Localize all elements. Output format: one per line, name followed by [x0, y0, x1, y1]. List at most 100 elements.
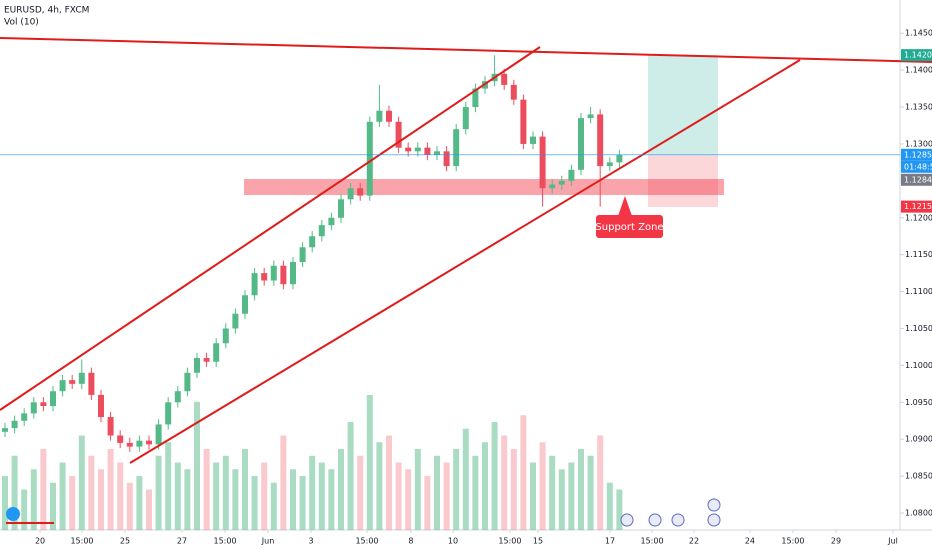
support-zone: [244, 179, 724, 195]
volume-bar: [366, 395, 373, 530]
candle-body: [424, 147, 431, 156]
logo-icon: [6, 507, 20, 521]
candle-body: [501, 73, 508, 85]
y-tick-label: 1.09500: [905, 398, 932, 407]
candle-body: [289, 262, 296, 285]
candle-body: [597, 114, 604, 167]
volume-bar: [299, 476, 306, 530]
y-tick-label: 1.10000: [905, 361, 932, 370]
volume-bar: [126, 482, 133, 530]
candle-body: [366, 121, 373, 196]
volume-bar: [145, 489, 152, 530]
target-zone: [648, 55, 718, 155]
y-tick-label: 1.14000: [905, 66, 932, 75]
volume-bar: [40, 449, 47, 530]
volume-bar: [49, 482, 56, 530]
volume-bar: [433, 455, 440, 530]
x-tick-label: 15:00: [70, 537, 93, 546]
volume-bar: [549, 455, 556, 530]
volume-bar: [165, 442, 172, 530]
stop-zone: [648, 155, 718, 207]
candle-body: [97, 394, 104, 418]
volume-bar: [357, 455, 364, 530]
candle-body: [568, 169, 575, 181]
candle-body: [520, 99, 527, 144]
y-tick-label: 1.12000: [905, 213, 932, 222]
volume-bar: [453, 449, 460, 530]
candle-body: [395, 121, 402, 148]
candle-body: [270, 265, 277, 281]
candle-body: [280, 265, 287, 285]
volume-bar: [558, 469, 565, 530]
volume-bar: [155, 455, 162, 530]
candle-body: [616, 155, 623, 163]
y-tick-label: 1.11500: [905, 250, 932, 259]
candle-body: [59, 380, 66, 392]
x-tick-label: 29: [831, 537, 841, 546]
volume-bar: [270, 482, 277, 530]
candle-body: [78, 372, 85, 384]
x-tick-label: Jun: [261, 537, 275, 546]
y-tick-label: 1.10500: [905, 324, 932, 333]
volume-bar: [1, 476, 8, 530]
volume-bar: [69, 476, 76, 530]
candle-body: [251, 273, 258, 296]
volume-bar: [510, 449, 517, 530]
candle-body: [1, 428, 8, 432]
price-label: 1.12853: [904, 150, 932, 159]
candle-body: [30, 402, 37, 414]
volume-bar: [174, 462, 181, 530]
event-icon: [648, 513, 662, 527]
candle-body: [405, 147, 412, 152]
volume-bar: [213, 462, 220, 530]
candle-body: [165, 402, 172, 425]
price-label: 1.14203: [904, 51, 932, 60]
volume-bar: [11, 455, 18, 530]
candle-body: [241, 295, 248, 314]
volume-bar: [539, 442, 546, 530]
candle-body: [472, 88, 479, 108]
x-tick-label: 15:00: [781, 537, 804, 546]
volume-bar: [587, 455, 594, 530]
candle-body: [69, 380, 76, 384]
volume-bar: [222, 455, 229, 530]
candle-body: [357, 188, 364, 196]
volume-bar: [385, 435, 392, 530]
volume-bar: [347, 422, 354, 530]
candle-body: [88, 372, 95, 395]
volume-layer: [1, 395, 623, 530]
event-icon: [707, 498, 721, 512]
volume-bar: [337, 449, 344, 530]
y-tick-label: 1.09000: [905, 435, 932, 444]
volume-bar: [97, 469, 104, 530]
x-tick-label: 25: [120, 537, 130, 546]
volume-bar: [472, 455, 479, 530]
volume-bar: [443, 462, 450, 530]
volume-bar: [232, 469, 239, 530]
candle-body: [309, 236, 316, 248]
y-tick-label: 1.14500: [905, 29, 932, 38]
candle-body: [232, 313, 239, 329]
chart-title: EURUSD, 4h, FXCM: [4, 6, 89, 16]
candle-body: [529, 136, 536, 144]
volume-bar: [59, 462, 66, 530]
candle-body: [510, 84, 517, 100]
volume-bar: [309, 455, 316, 530]
volume-bar: [395, 462, 402, 530]
x-tick-label: 15:00: [213, 537, 236, 546]
candle-body: [203, 358, 210, 362]
x-tick-label: 15: [533, 537, 543, 546]
candle-body: [587, 114, 594, 119]
y-tick-label: 1.08500: [905, 472, 932, 481]
volume-bar: [88, 455, 95, 530]
x-tick-label: 24: [745, 537, 755, 546]
volume-bar: [405, 469, 412, 530]
volume-bar: [78, 435, 85, 530]
callout-pointer: [618, 196, 632, 216]
price-label-box: [901, 148, 932, 161]
channel-lower: [129, 59, 801, 464]
countdown-box: [901, 160, 932, 173]
volume-bar: [462, 428, 469, 530]
